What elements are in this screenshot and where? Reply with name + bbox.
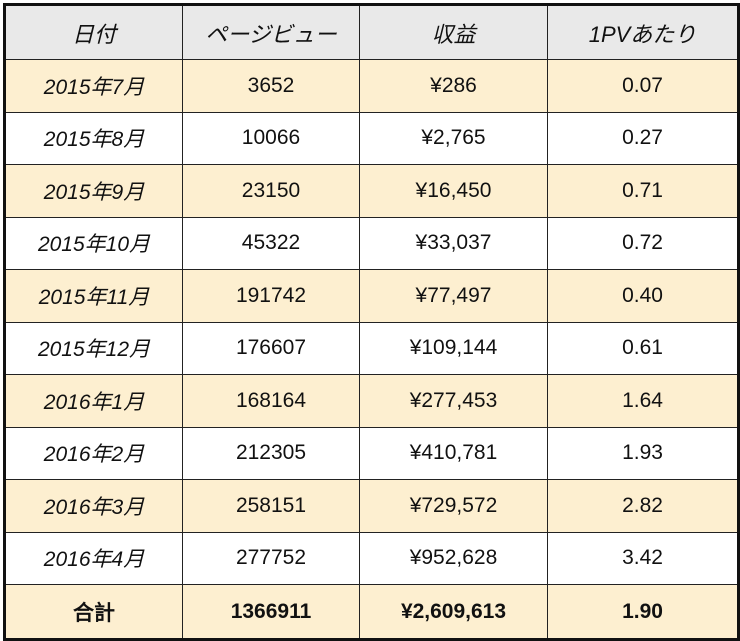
table-row: 2015年7月 3652 ¥286 0.07 xyxy=(4,59,739,113)
header-pageviews: ページビュー xyxy=(182,4,360,60)
total-row: 合計 1366911 ¥2,609,613 1.90 xyxy=(4,584,739,640)
row-date: 2016年2月 xyxy=(4,426,183,480)
row-per-pv: 0.71 xyxy=(547,164,739,218)
row-pageviews: 277752 xyxy=(182,531,360,585)
row-pageviews: 10066 xyxy=(182,111,360,165)
row-pageviews: 191742 xyxy=(182,269,360,323)
row-date: 2015年7月 xyxy=(4,59,183,113)
row-pageviews: 176607 xyxy=(182,321,360,375)
row-per-pv: 0.27 xyxy=(547,111,739,165)
monthly-revenue-table: 日付 ページビュー 収益 1PVあたり 2015年7月 3652 ¥286 0.… xyxy=(3,3,740,641)
row-revenue: ¥410,781 xyxy=(359,426,548,480)
row-pageviews: 23150 xyxy=(182,164,360,218)
row-date: 2015年8月 xyxy=(4,111,183,165)
row-pageviews: 45322 xyxy=(182,216,360,270)
row-date: 2016年3月 xyxy=(4,479,183,533)
table-row: 2015年10月 45322 ¥33,037 0.72 xyxy=(4,216,739,270)
row-date: 2015年12月 xyxy=(4,321,183,375)
table-row: 2015年12月 176607 ¥109,144 0.61 xyxy=(4,321,739,375)
table-row: 2016年4月 277752 ¥952,628 3.42 xyxy=(4,531,739,585)
row-date: 2015年11月 xyxy=(4,269,183,323)
row-per-pv: 1.64 xyxy=(547,374,739,428)
row-date: 2016年1月 xyxy=(4,374,183,428)
row-revenue: ¥286 xyxy=(359,59,548,113)
row-pageviews: 168164 xyxy=(182,374,360,428)
table-row: 2016年2月 212305 ¥410,781 1.93 xyxy=(4,426,739,480)
row-revenue: ¥109,144 xyxy=(359,321,548,375)
row-per-pv: 0.40 xyxy=(547,269,739,323)
header-per-pv: 1PVあたり xyxy=(547,4,739,60)
total-label: 合計 xyxy=(4,584,183,640)
total-pageviews: 1366911 xyxy=(182,584,360,640)
row-per-pv: 0.72 xyxy=(547,216,739,270)
row-revenue: ¥952,628 xyxy=(359,531,548,585)
row-pageviews: 212305 xyxy=(182,426,360,480)
header-revenue: 収益 xyxy=(359,4,548,60)
row-date: 2015年9月 xyxy=(4,164,183,218)
row-per-pv: 1.93 xyxy=(547,426,739,480)
header-date: 日付 xyxy=(4,4,183,60)
total-per-pv: 1.90 xyxy=(547,584,739,640)
row-pageviews: 258151 xyxy=(182,479,360,533)
row-date: 2016年4月 xyxy=(4,531,183,585)
table-row: 2016年3月 258151 ¥729,572 2.82 xyxy=(4,479,739,533)
table-row: 2015年11月 191742 ¥77,497 0.40 xyxy=(4,269,739,323)
row-per-pv: 0.61 xyxy=(547,321,739,375)
row-revenue: ¥33,037 xyxy=(359,216,548,270)
row-revenue: ¥77,497 xyxy=(359,269,548,323)
row-per-pv: 2.82 xyxy=(547,479,739,533)
table-row: 2015年9月 23150 ¥16,450 0.71 xyxy=(4,164,739,218)
row-pageviews: 3652 xyxy=(182,59,360,113)
table-row: 2015年8月 10066 ¥2,765 0.27 xyxy=(4,111,739,165)
header-row: 日付 ページビュー 収益 1PVあたり xyxy=(4,4,739,60)
row-per-pv: 0.07 xyxy=(547,59,739,113)
total-revenue: ¥2,609,613 xyxy=(359,584,548,640)
row-revenue: ¥729,572 xyxy=(359,479,548,533)
row-revenue: ¥16,450 xyxy=(359,164,548,218)
row-revenue: ¥2,765 xyxy=(359,111,548,165)
revenue-report: 日付 ページビュー 収益 1PVあたり 2015年7月 3652 ¥286 0.… xyxy=(3,3,740,641)
row-date: 2015年10月 xyxy=(4,216,183,270)
row-revenue: ¥277,453 xyxy=(359,374,548,428)
table-row: 2016年1月 168164 ¥277,453 1.64 xyxy=(4,374,739,428)
row-per-pv: 3.42 xyxy=(547,531,739,585)
